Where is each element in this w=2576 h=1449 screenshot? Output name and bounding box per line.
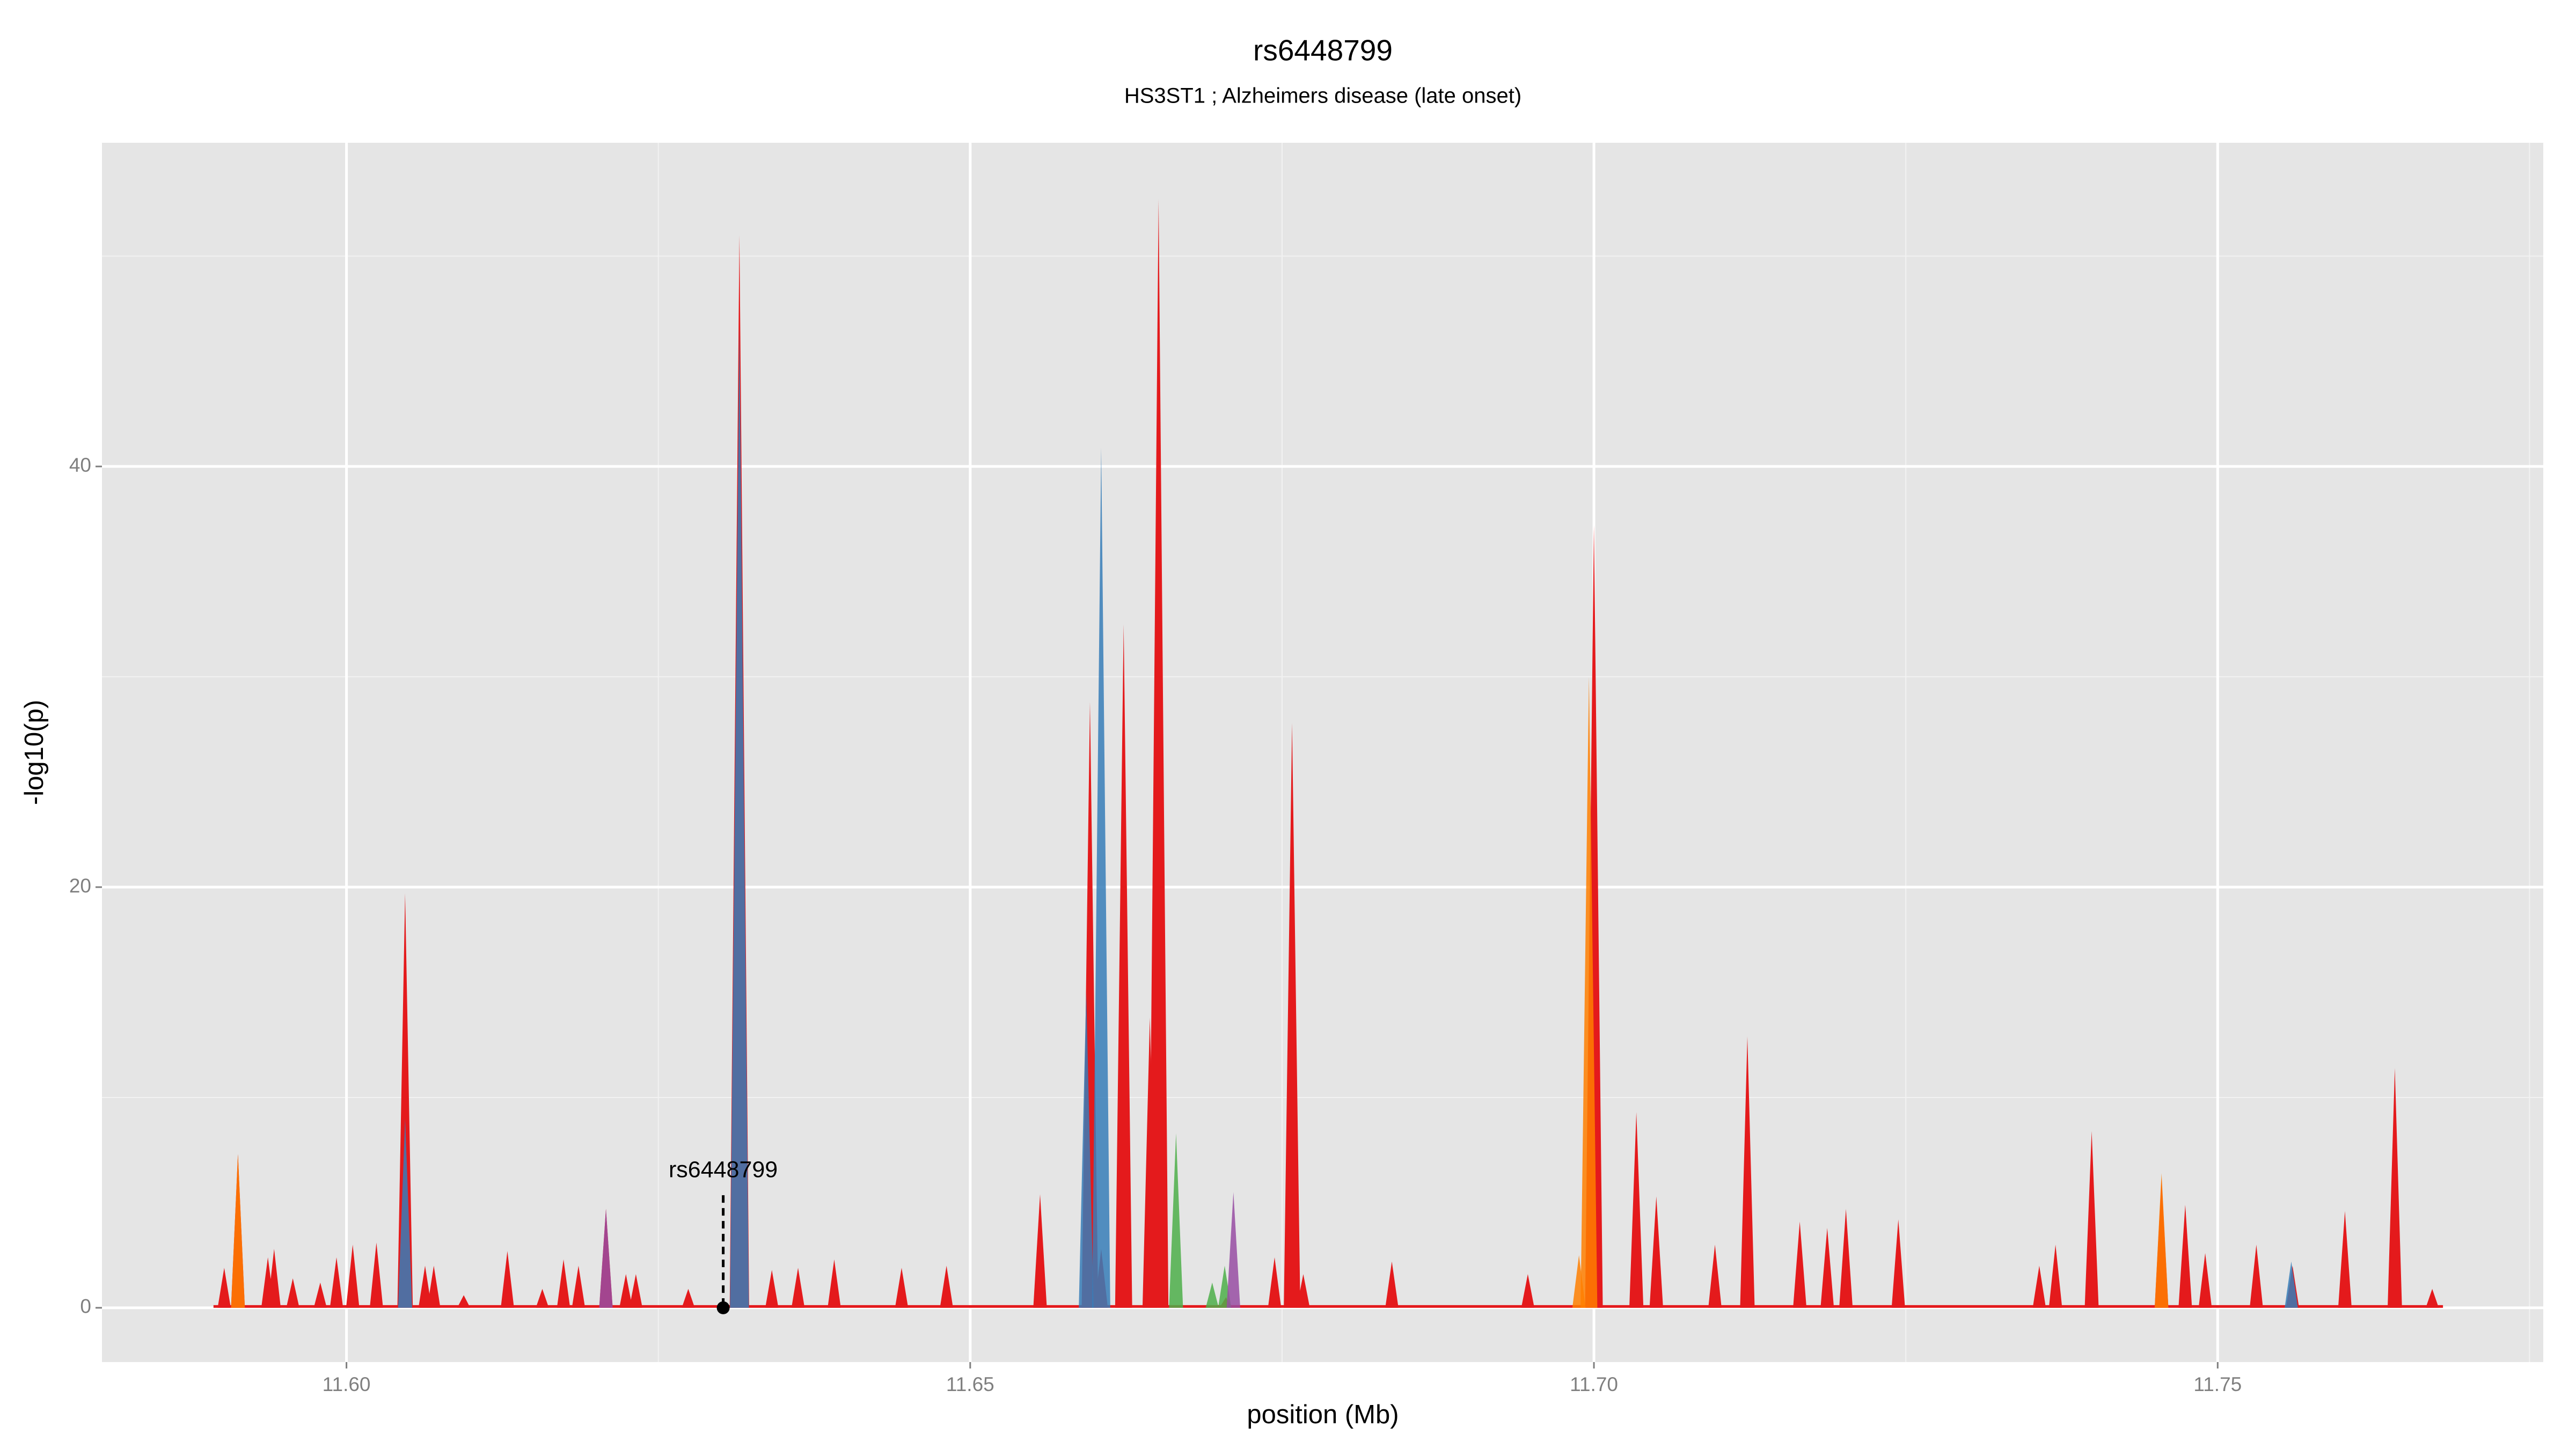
peak (828, 1259, 841, 1308)
peak (1649, 1196, 1663, 1308)
peak (1284, 723, 1300, 1308)
y-tick-label: 20 (69, 875, 91, 897)
annotation-point (716, 1301, 730, 1314)
peak (217, 1268, 231, 1308)
peak (313, 1282, 327, 1308)
peak (1079, 992, 1094, 1308)
peak (2285, 1261, 2298, 1308)
labels: 0 20 40 11.60 11.65 11.70 11.75 rs6448799 (69, 454, 2242, 1395)
peak (940, 1265, 953, 1308)
peak (346, 1245, 360, 1308)
peak (895, 1268, 909, 1308)
peak (2250, 1245, 2263, 1308)
x-tick-label: 11.70 (1570, 1373, 1618, 1395)
x-tick-label: 11.65 (946, 1373, 994, 1395)
y-axis-title: -log10(p) (20, 700, 49, 805)
peak (1521, 1274, 1535, 1308)
baseline-strip (213, 1305, 2443, 1308)
peak (1268, 1257, 1282, 1308)
peak (730, 327, 749, 1308)
peak (1580, 677, 1598, 1308)
chart-subtitle: HS3ST1 ; Alzheimers disease (late onset) (1124, 84, 1521, 108)
peak (599, 1209, 613, 1308)
y-tick-label: 40 (69, 454, 91, 476)
chart-title: rs6448799 (1253, 34, 1393, 67)
peak (2388, 1068, 2402, 1308)
peak (1629, 1112, 1644, 1308)
peak (2198, 1253, 2212, 1308)
marks (213, 199, 2443, 1308)
peak (231, 1154, 245, 1308)
annotation-label: rs6448799 (669, 1157, 778, 1182)
peak (1820, 1227, 1834, 1308)
peak (536, 1289, 549, 1308)
peak (1297, 1274, 1310, 1308)
peak (330, 1257, 343, 1308)
peak (1033, 1194, 1047, 1308)
peak (1740, 1036, 1755, 1308)
peak (370, 1242, 383, 1308)
peak (427, 1265, 441, 1308)
peak (1115, 624, 1132, 1308)
peak (2032, 1265, 2046, 1308)
peak (2084, 1131, 2099, 1308)
peak (397, 893, 413, 1308)
peak (619, 1274, 633, 1308)
peak (501, 1251, 514, 1308)
peak (1839, 1209, 1853, 1308)
peak (457, 1295, 471, 1308)
peak (572, 1265, 586, 1308)
x-tick-label: 11.60 (323, 1373, 371, 1395)
peak (1205, 1282, 1219, 1308)
peak (1385, 1261, 1399, 1308)
peak (682, 1289, 695, 1308)
peak (2154, 1173, 2169, 1308)
y-tick-label: 0 (80, 1296, 91, 1318)
peak (2426, 1289, 2439, 1308)
peak (791, 1268, 805, 1308)
peak (286, 1278, 299, 1308)
x-tick-label: 11.75 (2193, 1373, 2242, 1395)
peak (267, 1249, 281, 1308)
peak (765, 1270, 779, 1308)
peak (557, 1259, 570, 1308)
peak (1169, 1133, 1183, 1308)
peak (1092, 447, 1110, 1308)
peak (1148, 199, 1169, 1308)
x-axis-title: position (Mb) (1247, 1400, 1399, 1429)
peak (1891, 1219, 1905, 1308)
peak (1226, 1192, 1240, 1308)
peak (398, 1118, 412, 1308)
peak (418, 1265, 432, 1308)
peak (1708, 1245, 1722, 1308)
peak (1793, 1221, 1807, 1308)
peak (2048, 1245, 2062, 1308)
peak (2338, 1211, 2352, 1308)
peak (629, 1274, 643, 1308)
plot-panel (102, 143, 2543, 1362)
peak (2178, 1204, 2192, 1308)
